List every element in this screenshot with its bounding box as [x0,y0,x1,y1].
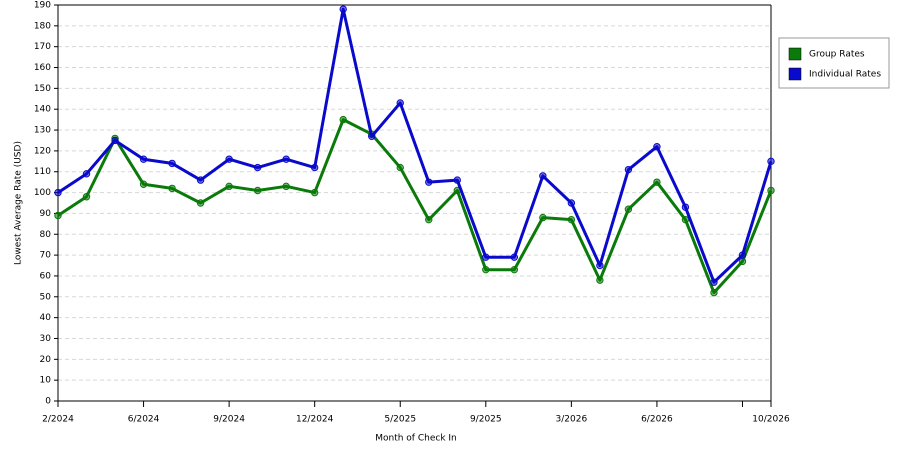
x-tick-label: 6/2026 [641,415,673,425]
data-point [225,182,233,191]
data-point [54,211,62,220]
data-point [396,99,404,107]
data-point [767,157,775,166]
data-point [339,115,347,124]
y-tick-label: 170 [34,42,51,52]
data-point [681,215,690,224]
data-point [710,278,718,286]
y-tick-label: 120 [34,146,51,156]
x-tick-label: 12/2024 [296,415,334,425]
data-point [710,288,718,297]
x-tick-label: 5/2025 [384,415,416,425]
x-tick-label: 10/2026 [752,415,790,425]
y-tick-label: 100 [34,188,51,198]
data-point [539,172,547,180]
data-point [396,163,404,172]
data-point [168,159,176,168]
data-point [282,155,290,163]
data-point [510,253,519,261]
data-point [624,165,633,174]
y-tick-label: 110 [34,167,51,177]
data-point [567,215,576,224]
x-tick-label: 3/2026 [556,415,588,425]
legend-swatch [788,67,802,81]
data-point [82,170,91,178]
y-tick-label: 160 [34,63,51,73]
data-point [510,265,519,274]
y-tick-label: 140 [34,105,51,115]
data-point [596,261,604,270]
series-line [57,7,773,284]
data-point [196,199,205,207]
data-point [596,276,604,284]
data-point [653,143,661,151]
y-tick-label: 10 [40,376,52,386]
data-point [253,163,262,172]
y-tick-label: 60 [40,271,52,281]
x-tick-label: 2/2024 [42,415,74,425]
data-point [653,178,661,186]
series-line [57,118,773,295]
y-tick-label: 40 [40,313,52,323]
data-point [482,253,490,261]
data-point [425,178,433,186]
data-point [310,188,319,197]
data-point [54,188,62,197]
x-tick-label: 9/2025 [470,415,502,425]
data-point [310,163,319,172]
data-point [225,155,233,163]
data-point [539,213,547,222]
y-tick-label: 70 [40,251,52,261]
data-point [139,155,148,163]
y-tick-label: 90 [40,209,52,219]
data-point [767,186,775,195]
data-point [339,5,347,13]
y-tick-label: 50 [40,292,52,302]
y-tick-label: 150 [34,84,51,94]
data-point [425,215,433,224]
data-point [111,136,119,145]
data-point [482,265,490,274]
data-point [253,186,262,195]
y-axis-label: Lowest Average Rate (USD) [14,141,24,265]
data-point [368,132,376,141]
x-tick-label: 9/2024 [213,415,245,425]
x-axis-label: Month of Check In [375,434,457,444]
data-point [168,184,176,193]
data-point [82,193,91,201]
data-point [453,176,461,184]
data-point [567,199,576,207]
legend-label: Group Rates [809,50,865,60]
y-tick-label: 20 [40,355,52,365]
data-point [738,251,747,259]
legend-box [778,37,890,89]
data-point [196,176,205,184]
data-point [282,182,290,191]
data-point [681,203,690,211]
data-point [139,180,148,188]
y-tick-label: 80 [40,230,52,240]
legend-swatch [788,47,802,61]
y-tick-label: 190 [34,1,51,11]
y-tick-label: 30 [40,334,52,344]
y-tick-label: 180 [34,21,51,31]
y-tick-label: 130 [34,126,51,136]
x-tick-label: 6/2024 [128,415,160,425]
y-tick-label: 0 [45,397,51,407]
legend-label: Individual Rates [809,70,881,80]
data-point [624,205,633,213]
